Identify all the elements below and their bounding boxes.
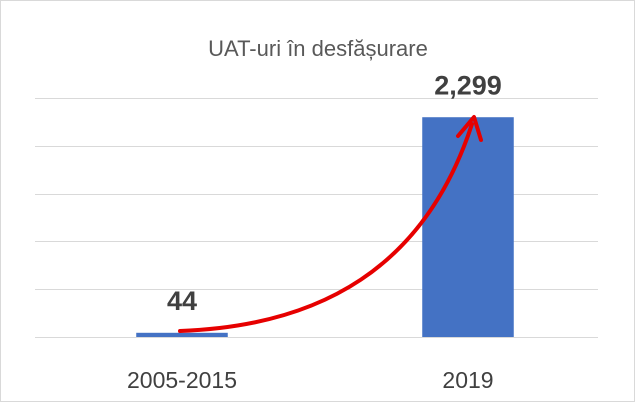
x-tick-label: 2005-2015: [127, 367, 237, 393]
arrow-head: [456, 115, 483, 142]
bar: [136, 332, 228, 337]
labels: 2005-2015 44 2019 2,299: [127, 70, 502, 393]
trend-arrow: [178, 115, 483, 333]
chart-title: UAT-uri în desfășurare: [208, 36, 428, 61]
value-label: 44: [167, 286, 197, 316]
x-tick-label: 2019: [442, 367, 493, 393]
arrow-curve: [178, 122, 474, 333]
bars: [136, 117, 514, 337]
value-label: 2,299: [434, 70, 502, 100]
bar: [422, 117, 514, 337]
